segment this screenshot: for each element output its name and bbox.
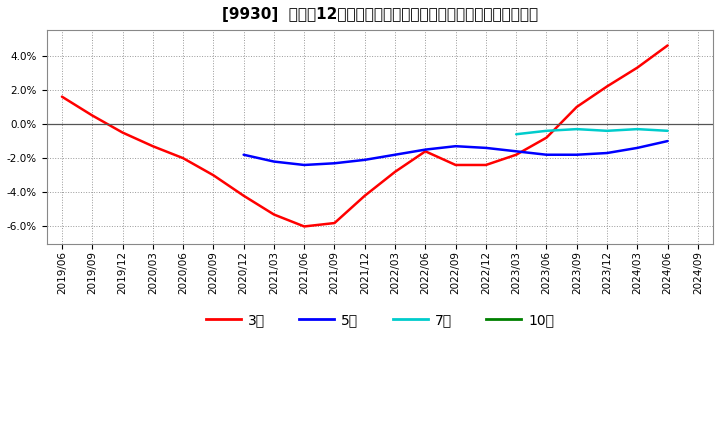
- 5年: [361, 157, 369, 162]
- 5年: [300, 162, 309, 168]
- 5年: [542, 152, 551, 158]
- Line: 7年: 7年: [516, 129, 667, 134]
- 3年: [239, 193, 248, 198]
- 5年: [512, 149, 521, 154]
- 3年: [148, 143, 157, 149]
- 5年: [451, 143, 460, 149]
- 3年: [179, 155, 187, 161]
- 3年: [663, 43, 672, 48]
- 7年: [663, 128, 672, 133]
- 3年: [542, 135, 551, 140]
- 3年: [330, 220, 339, 226]
- 7年: [542, 128, 551, 133]
- Legend: 3年, 5年, 7年, 10年: 3年, 5年, 7年, 10年: [200, 308, 559, 333]
- 3年: [421, 149, 430, 154]
- 3年: [118, 130, 127, 135]
- 5年: [421, 147, 430, 152]
- 3年: [603, 84, 611, 89]
- 5年: [330, 161, 339, 166]
- 5年: [239, 152, 248, 158]
- 3年: [361, 193, 369, 198]
- 5年: [391, 152, 400, 158]
- 5年: [633, 145, 642, 150]
- 7年: [512, 132, 521, 137]
- 7年: [633, 126, 642, 132]
- Title: [9930]  売上高12か月移動合計の対前年同期増減率の平均値の推移: [9930] 売上高12か月移動合計の対前年同期増減率の平均値の推移: [222, 7, 538, 22]
- 3年: [512, 152, 521, 158]
- 5年: [482, 145, 490, 150]
- 5年: [269, 159, 278, 164]
- 7年: [572, 126, 581, 132]
- 3年: [88, 113, 96, 118]
- 3年: [451, 162, 460, 168]
- 3年: [482, 162, 490, 168]
- 3年: [58, 94, 66, 99]
- 3年: [269, 212, 278, 217]
- 3年: [572, 104, 581, 110]
- 3年: [300, 224, 309, 229]
- 5年: [663, 139, 672, 144]
- 3年: [633, 65, 642, 70]
- 3年: [391, 169, 400, 174]
- 3年: [209, 172, 217, 178]
- 7年: [603, 128, 611, 133]
- 5年: [572, 152, 581, 158]
- 5年: [603, 150, 611, 156]
- Line: 5年: 5年: [243, 141, 667, 165]
- Line: 3年: 3年: [62, 45, 667, 227]
